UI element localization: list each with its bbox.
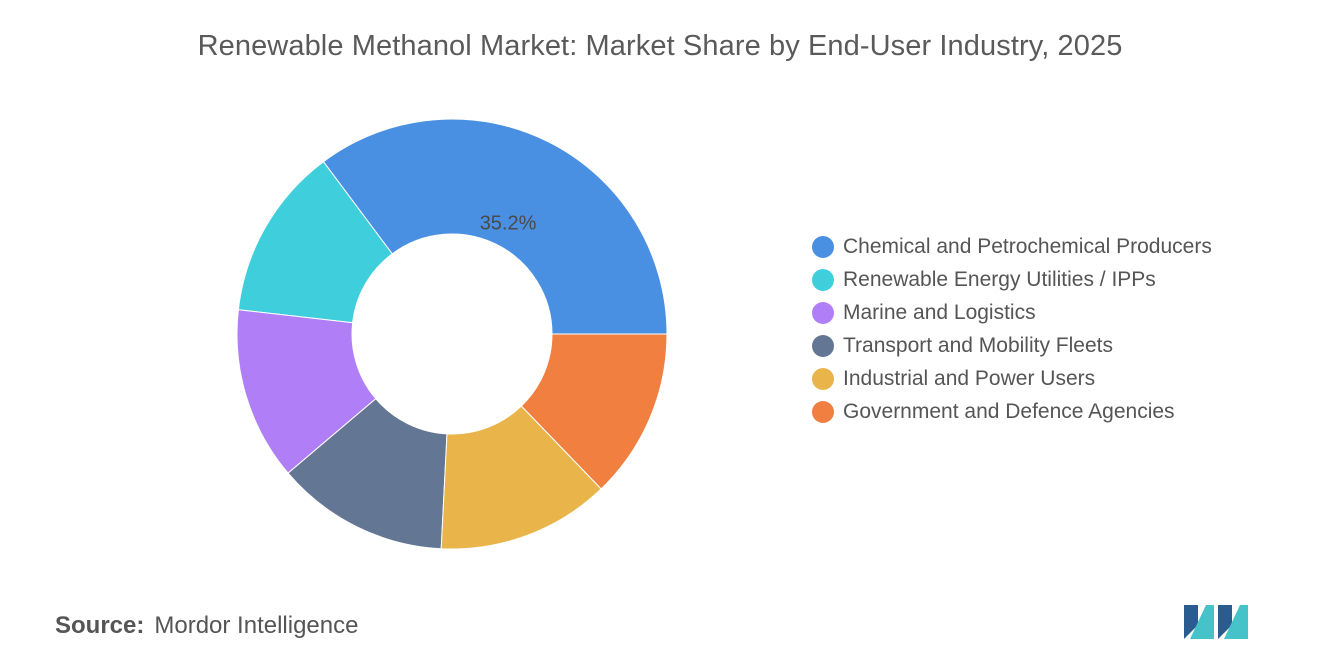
legend-label: Renewable Energy Utilities / IPPs [843,267,1156,291]
legend-item: Government and Defence Agencies [812,395,1212,428]
legend-label: Industrial and Power Users [843,366,1096,390]
legend-item: Renewable Energy Utilities / IPPs [812,263,1212,296]
mordor-intelligence-logo-icon [1184,605,1248,639]
legend-label: Chemical and Petrochemical Producers [843,234,1212,258]
legend-swatch [812,334,834,357]
legend-item: Marine and Logistics [812,296,1212,329]
chart-title: Renewable Methanol Market: Market Share … [197,30,1123,62]
legend-label: Government and Defence Agencies [843,399,1175,423]
legend-swatch [812,301,834,324]
donut-slice-1 [322,118,668,335]
legend-swatch [812,400,834,423]
legend-item: Transport and Mobility Fleets [812,329,1212,362]
donut-slice-6 [520,333,668,490]
legend-item: Industrial and Power Users [812,362,1212,395]
source-note: Source: Mordor Intelligence [55,612,358,640]
donut-slice-3 [236,309,377,474]
donut-slice-2 [237,160,393,324]
donut-chart: 35.2% [236,118,668,550]
donut-slice-5 [440,405,602,550]
source-value: Mordor Intelligence [154,612,359,639]
source-label: Source: [55,612,145,639]
legend: Chemical and Petrochemical Producers Rene… [812,230,1212,428]
legend-swatch [812,367,834,390]
legend-label: Transport and Mobility Fleets [843,333,1113,357]
legend-swatch [812,268,834,291]
legend-item: Chemical and Petrochemical Producers [812,230,1212,263]
legend-label: Marine and Logistics [843,300,1036,324]
donut-slice-4 [287,398,448,550]
legend-swatch [812,235,834,258]
slice-data-label: 35.2% [480,212,537,234]
